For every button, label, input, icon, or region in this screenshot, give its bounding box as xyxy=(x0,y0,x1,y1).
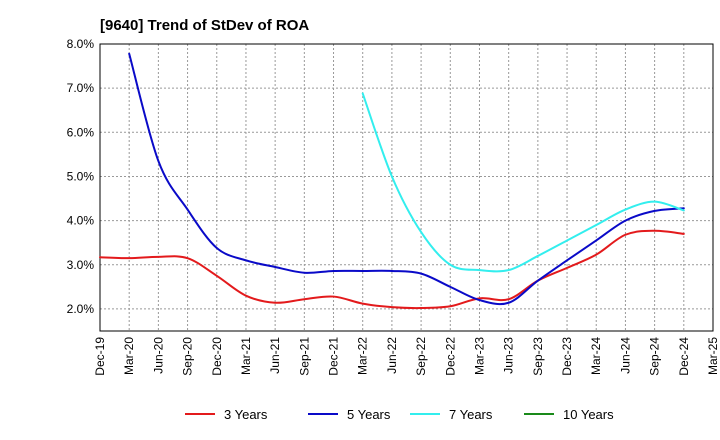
series-line-5-years xyxy=(128,52,685,306)
plot-area xyxy=(99,43,714,332)
x-tick-label: Dec-23 xyxy=(560,337,574,376)
series-lines xyxy=(99,52,685,310)
x-tick-label: Sep-24 xyxy=(648,337,662,376)
grid xyxy=(100,43,713,331)
x-tick-label: Jun-21 xyxy=(268,337,282,374)
x-tick-label: Sep-22 xyxy=(414,337,428,376)
legend-label-10-years: 10 Years xyxy=(563,407,614,422)
x-tick-label: Dec-24 xyxy=(677,337,691,376)
legend-label-5-years: 5 Years xyxy=(347,407,391,422)
y-tick-label: 8.0% xyxy=(67,37,95,51)
x-tick-label: Dec-21 xyxy=(327,337,341,376)
x-tick-label: Mar-24 xyxy=(589,337,603,375)
x-tick-label: Jun-22 xyxy=(385,337,399,374)
x-tick-label: Dec-22 xyxy=(443,337,457,376)
x-axis: Dec-19 Mar-20 Jun-20 Sep-20 Dec-20 Mar-21 Jun-… xyxy=(93,337,720,376)
legend-label-7-years: 7 Years xyxy=(449,407,493,422)
y-tick-label: 6.0% xyxy=(67,125,95,139)
x-tick-label: Mar-22 xyxy=(356,337,370,375)
y-tick-label: 3.0% xyxy=(67,258,95,272)
chart-title: [9640] Trend of StDev of ROA xyxy=(100,17,310,34)
y-tick-label: 7.0% xyxy=(67,81,95,95)
x-tick-label: Jun-20 xyxy=(151,337,165,374)
x-tick-label: Mar-21 xyxy=(239,337,253,375)
x-tick-label: Sep-20 xyxy=(181,337,195,376)
x-tick-label: Dec-20 xyxy=(210,337,224,376)
series-line-7-years xyxy=(361,92,685,273)
x-tick-label: Mar-23 xyxy=(472,337,486,375)
legend: 3 Years 5 Years 7 Years 10 Years xyxy=(185,407,614,422)
series-line-3-years xyxy=(99,229,685,310)
y-tick-label: 5.0% xyxy=(67,169,95,183)
y-tick-label: 4.0% xyxy=(67,214,95,228)
x-tick-label: Sep-21 xyxy=(297,337,311,376)
x-tick-label: Dec-19 xyxy=(93,337,107,376)
legend-label-3-years: 3 Years xyxy=(224,407,268,422)
y-axis: 2.0% 3.0% 4.0% 5.0% 6.0% 7.0% 8.0% xyxy=(67,37,95,316)
x-tick-label: Jun-23 xyxy=(502,337,516,374)
x-tick-label: Jun-24 xyxy=(618,337,632,374)
x-tick-label: Sep-23 xyxy=(531,337,545,376)
x-tick-label: Mar-20 xyxy=(122,337,136,375)
y-tick-label: 2.0% xyxy=(67,302,95,316)
x-tick-label: Mar-25 xyxy=(706,337,720,375)
